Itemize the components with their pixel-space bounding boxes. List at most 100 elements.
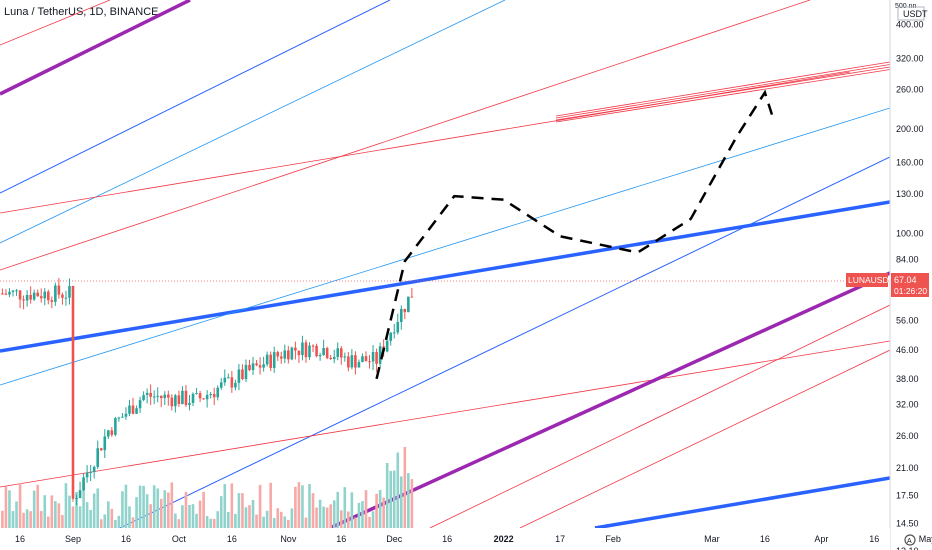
volume-bar [354, 517, 357, 528]
candle [219, 382, 223, 388]
volume-bar [50, 495, 54, 528]
candle [336, 348, 340, 357]
candle [361, 356, 364, 363]
candle [121, 416, 124, 418]
candle [318, 355, 322, 357]
candle [114, 418, 117, 435]
time-tick-label: 16 [869, 534, 879, 544]
time-tick-label: Feb [605, 534, 621, 544]
volume-bar [39, 511, 43, 528]
forecast-dashed-line [375, 89, 774, 380]
trend-line [0, 71, 851, 214]
candle [57, 285, 61, 295]
volume-bar [311, 493, 315, 528]
candle [85, 472, 89, 478]
candle [308, 345, 311, 358]
volume-bar [124, 484, 128, 528]
volume-bar [114, 519, 117, 528]
volume-bar [209, 518, 212, 528]
candle [15, 290, 18, 292]
candle [138, 400, 142, 409]
volume-bar [251, 499, 255, 528]
volume-bar [325, 507, 329, 528]
candle [396, 322, 400, 333]
candle [244, 364, 248, 380]
candle [82, 477, 85, 491]
time-tick-label: Sep [65, 534, 81, 544]
volume-bar [195, 513, 198, 528]
volume-bar [276, 508, 280, 528]
candle [50, 300, 54, 302]
candle [181, 390, 184, 405]
volume-bar [237, 493, 241, 528]
volume-bar [375, 493, 378, 528]
time-axis[interactable]: 16 Sep 16 Oct 16 Nov 16 Dec 16 2022 17 Feb Mar 16 Apr 1… [0, 528, 932, 550]
candle [329, 357, 332, 359]
candle [92, 466, 96, 472]
volume-bar [142, 485, 145, 528]
volume-bar [170, 482, 174, 528]
volume-bar [308, 483, 311, 528]
volume-bar [188, 504, 191, 528]
candle [262, 364, 265, 368]
candle [403, 308, 407, 313]
volume-bar [255, 514, 258, 528]
candle [152, 396, 156, 398]
candle [78, 490, 82, 499]
trend-line [0, 200, 891, 353]
price-tick-label: 26.00 [896, 431, 919, 441]
volume-bar [75, 491, 78, 528]
target-zone-line [555, 66, 891, 121]
candle [212, 394, 216, 398]
candle [392, 332, 396, 334]
volume-bar [357, 502, 361, 528]
volume-bar [135, 497, 138, 528]
settings-icon[interactable]: A [904, 534, 916, 546]
volume-bar [103, 514, 107, 528]
volume-bar [156, 488, 160, 528]
volume-bar [382, 497, 385, 528]
candle [188, 402, 191, 405]
candle [1, 293, 4, 295]
unit-box[interactable] [897, 6, 925, 21]
trend-line [594, 476, 891, 530]
candle [364, 356, 368, 362]
candle [322, 347, 325, 356]
candle [371, 352, 375, 362]
candle [251, 363, 255, 371]
candle [54, 285, 57, 302]
volume-bar [403, 446, 407, 528]
volume-bar [11, 511, 15, 528]
forecast-path [375, 89, 774, 380]
candle [297, 350, 301, 356]
volume-bar [152, 485, 156, 528]
volume-bar [223, 484, 227, 528]
volume-bar [85, 502, 89, 528]
volume-bar [294, 486, 297, 528]
candle [287, 350, 290, 360]
candle [191, 393, 195, 403]
volume-bar [32, 490, 36, 528]
volume-bar [110, 508, 114, 528]
volume-bar [301, 485, 304, 528]
time-tick-label: Dec [386, 534, 403, 544]
price-tick-label: 84.00 [896, 254, 919, 264]
candle [202, 398, 205, 400]
candle [378, 346, 382, 364]
volume-bar [181, 505, 184, 528]
candle [64, 297, 68, 299]
volume-bar [392, 470, 396, 528]
candle [117, 417, 121, 419]
candle [68, 285, 71, 298]
time-tick-label: May [919, 534, 932, 544]
candle [255, 363, 258, 366]
candle [241, 369, 244, 380]
volume-bar [57, 503, 61, 528]
time-tick-label: 16 [760, 534, 770, 544]
candle [347, 356, 350, 368]
volume-bar [117, 515, 121, 528]
candle [410, 296, 414, 298]
symbol-badge [846, 273, 888, 287]
price-badge [891, 273, 929, 297]
